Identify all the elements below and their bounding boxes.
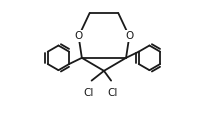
Text: O: O	[125, 31, 133, 41]
Text: O: O	[74, 31, 83, 41]
Text: Cl: Cl	[83, 88, 94, 98]
Text: Cl: Cl	[108, 88, 118, 98]
